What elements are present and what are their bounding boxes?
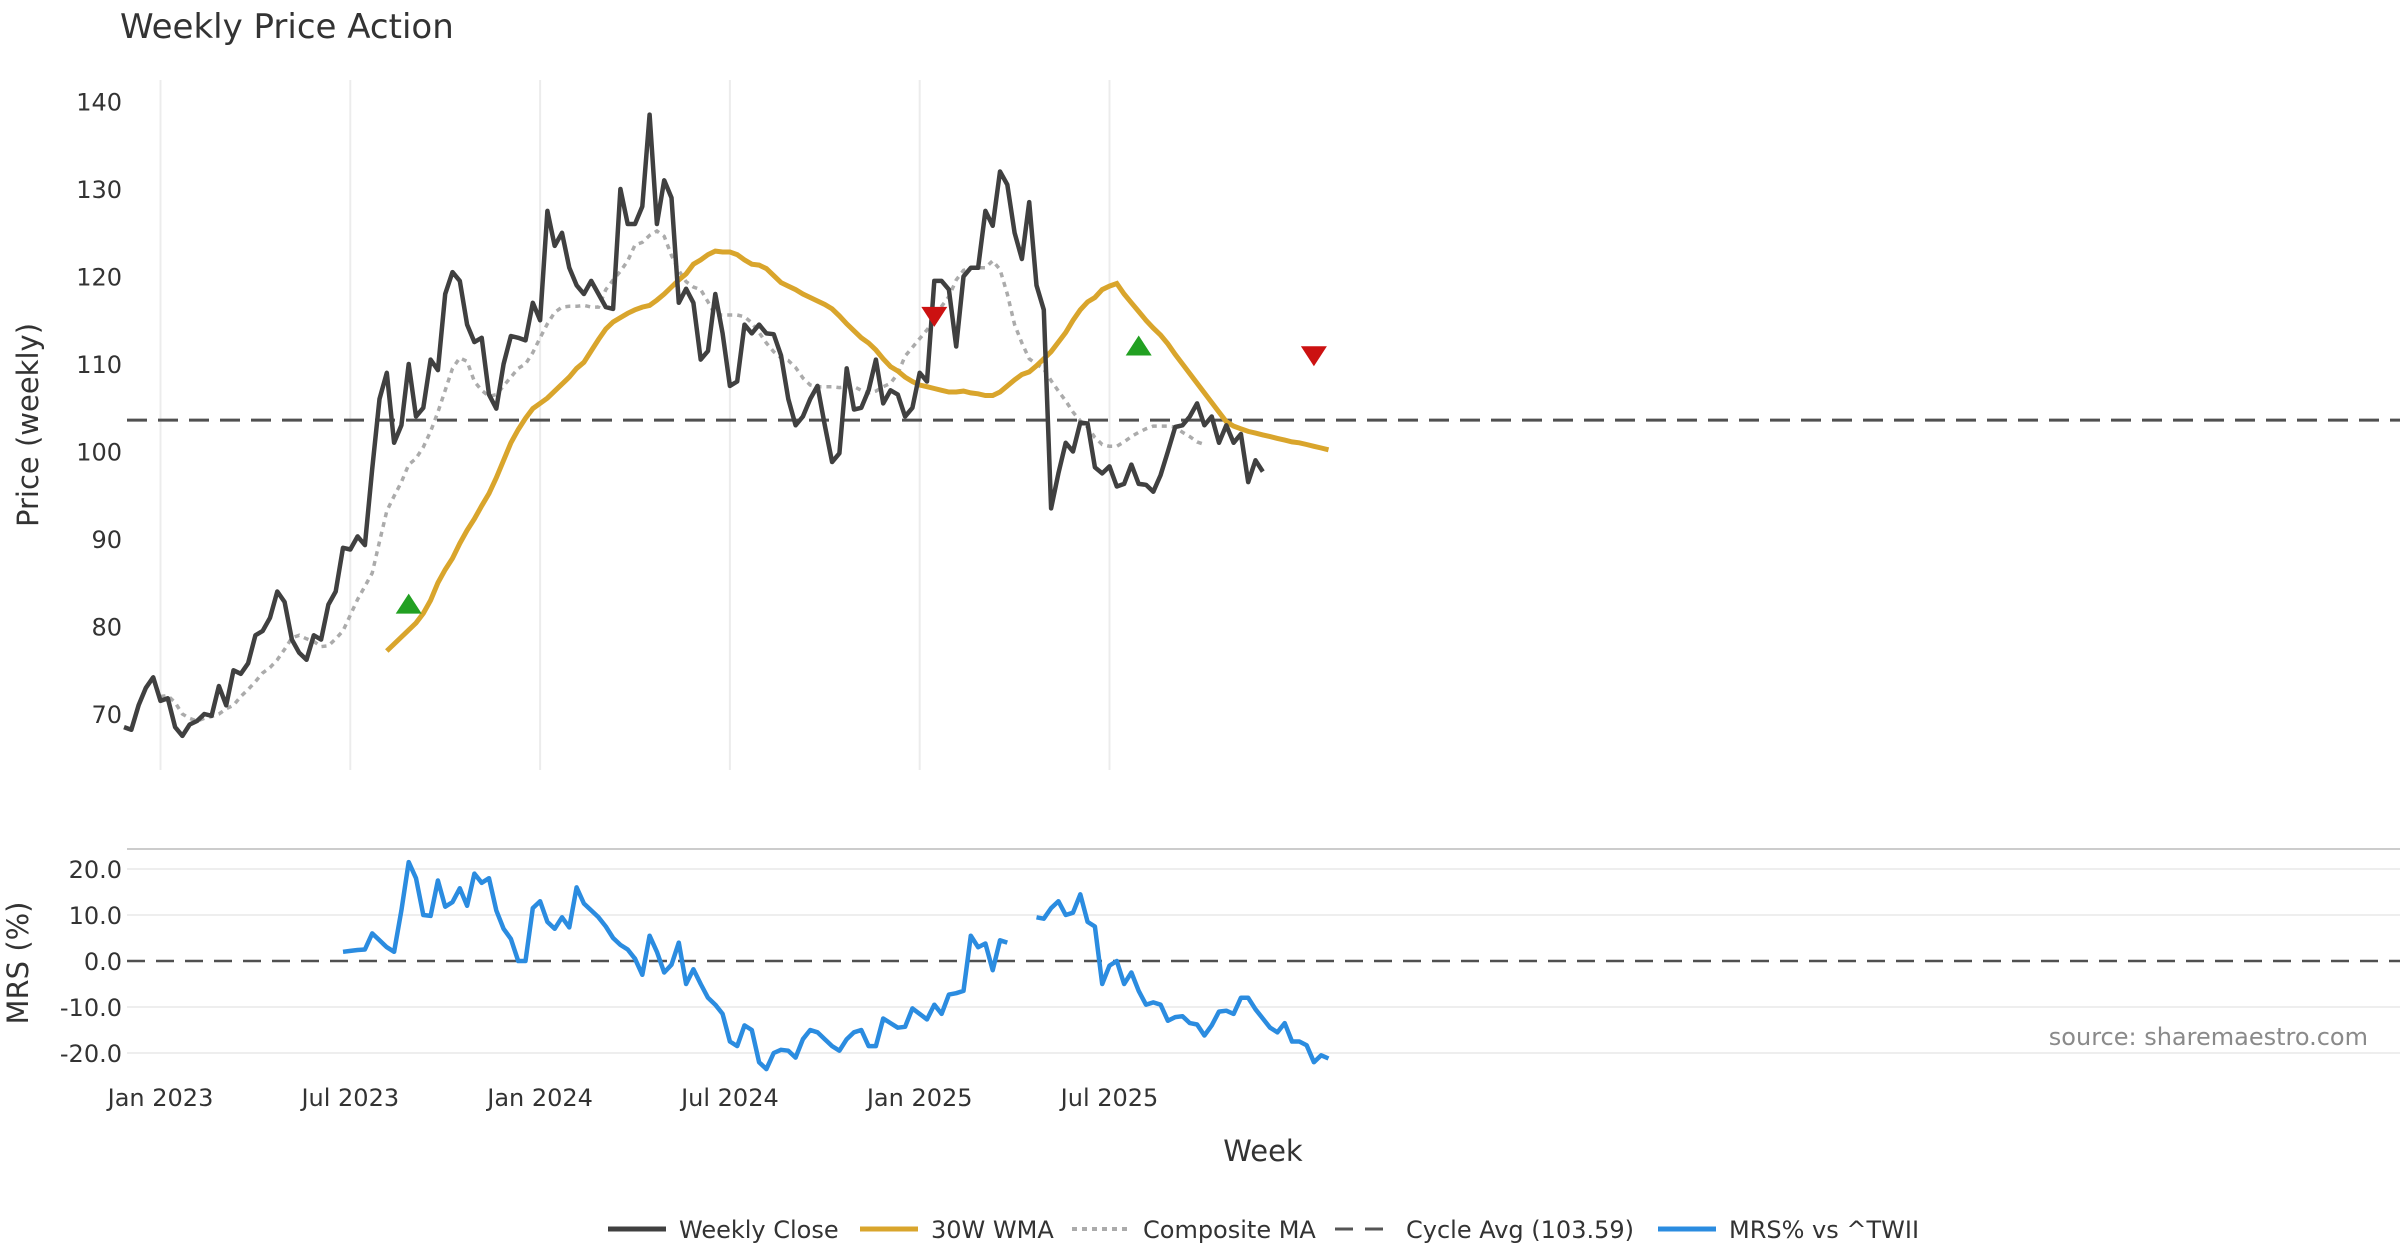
x-axis-label: Week	[1223, 1134, 1303, 1168]
legend-label-2: Composite MA	[1143, 1216, 1316, 1244]
mrs-ytick-1: 10.0	[69, 902, 122, 930]
series-30w-wma	[385, 248, 1330, 653]
price-ytick-70: 70	[91, 701, 122, 729]
xtick-4: Jan 2025	[865, 1084, 973, 1112]
mrs-ytick-3: -10.0	[60, 994, 122, 1022]
price-y-label: Price (weekly)	[11, 323, 45, 527]
mrs-segment-1	[1036, 892, 1330, 1065]
legend-label-1: 30W WMA	[931, 1216, 1054, 1244]
mrs-ytick-0: 20.0	[69, 856, 122, 884]
signal-markers	[395, 306, 1327, 614]
series-composite-ma	[160, 228, 1205, 723]
price-ytick-120: 120	[76, 264, 122, 292]
mrs-y-label: MRS (%)	[1, 902, 35, 1025]
price-y-ticks: 70 80 90 100 110 120 130 140	[76, 89, 122, 730]
mrs-ytick-4: -20.0	[60, 1040, 122, 1068]
mrs-segment-0	[342, 859, 1008, 1072]
x-ticks: Jan 2023 Jul 2023 Jan 2024 Jul 2024 Jan 2025…	[106, 1084, 1159, 1112]
signal-sell-3	[1300, 346, 1327, 367]
xtick-0: Jan 2023	[106, 1084, 214, 1112]
mrs-ytick-2: 0.0	[84, 948, 122, 976]
chart-title: Weekly Price Action	[120, 7, 454, 47]
signal-buy-0	[395, 593, 422, 614]
xtick-1: Jul 2023	[299, 1084, 399, 1112]
series-weekly-close	[123, 112, 1265, 739]
xtick-5: Jul 2025	[1059, 1084, 1159, 1112]
price-ytick-80: 80	[91, 614, 122, 642]
price-ytick-130: 130	[76, 176, 122, 204]
xtick-3: Jul 2024	[679, 1084, 779, 1112]
legend-label-0: Weekly Close	[679, 1216, 839, 1244]
price-ytick-110: 110	[76, 351, 122, 379]
mrs-grid	[127, 868, 2400, 1054]
xtick-2: Jan 2024	[485, 1084, 593, 1112]
price-ytick-140: 140	[76, 89, 122, 117]
source-annotation: source: sharemaestro.com	[2049, 1023, 2368, 1051]
legend-label-4: MRS% vs ^TWII	[1729, 1216, 1919, 1244]
legend-label-3: Cycle Avg (103.59)	[1406, 1216, 1634, 1244]
price-ytick-90: 90	[91, 526, 122, 554]
signal-buy-2	[1125, 335, 1152, 356]
mrs-y-ticks: 20.0 10.0 0.0 -10.0 -20.0	[60, 856, 122, 1068]
legend: Weekly Close 30W WMA Composite MA Cycle Avg…	[608, 1216, 1919, 1244]
series-mrs	[342, 859, 1330, 1072]
price-grid	[159, 80, 1111, 770]
signal-sell-1	[921, 306, 948, 327]
price-ytick-100: 100	[76, 439, 122, 467]
